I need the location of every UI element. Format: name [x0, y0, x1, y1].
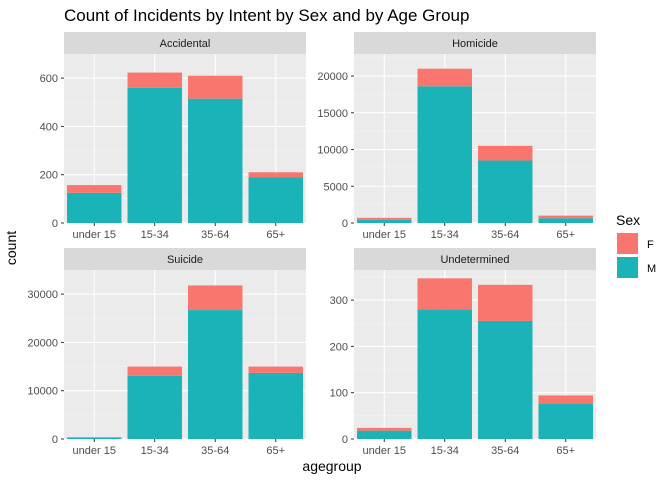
facet-strip	[64, 248, 306, 270]
y-tick-label: 0	[342, 434, 348, 446]
x-tick-label: under 15	[73, 445, 116, 457]
bar-f-15-34	[417, 68, 472, 87]
bar-m-65	[538, 403, 593, 439]
bar-m-under-15	[357, 219, 412, 223]
x-tick-label: 65+	[266, 445, 285, 457]
bar-m-65	[248, 177, 303, 223]
facet-strip	[354, 32, 596, 54]
x-tick-label: under 15	[363, 229, 406, 241]
legend-title: Sex	[616, 212, 640, 228]
x-tick-label: 35-64	[201, 229, 229, 241]
y-tick-label: 5000	[324, 181, 348, 193]
facet-strip	[354, 248, 596, 270]
bar-f-35-64	[478, 284, 533, 321]
bar-f-under-15	[67, 185, 122, 193]
y-tick-label: 20000	[27, 337, 58, 349]
bar-m-under-15	[357, 430, 412, 439]
panel-accidental: Accidental 0 200 400 600 under 15 15-34 35-64 65…	[40, 32, 306, 241]
bar-m-15-34	[127, 375, 182, 439]
legend-key-f	[617, 233, 638, 254]
facet-strip	[64, 32, 306, 54]
bar-f-under-15	[357, 427, 412, 431]
bar-f-65	[248, 366, 303, 373]
y-tick-label: 0	[52, 434, 58, 446]
x-tick-label: 65+	[266, 229, 285, 241]
x-tick-label: 15-34	[431, 229, 459, 241]
bar-f-35-64	[478, 145, 533, 161]
y-tick-label: 200	[40, 170, 58, 182]
facet-strip-label: Suicide	[167, 254, 203, 266]
bar-f-65	[248, 172, 303, 178]
y-axis-label: count	[3, 231, 19, 265]
bar-f-65	[538, 215, 593, 219]
bar-m-35-64	[478, 320, 533, 439]
bar-f-35-64	[188, 75, 243, 99]
x-tick-label: 65+	[556, 445, 575, 457]
y-tick-label: 10000	[27, 386, 58, 398]
legend: Sex F M	[616, 212, 656, 278]
bar-f-15-34	[127, 72, 182, 88]
legend-label-m: M	[647, 263, 656, 275]
panel-suicide: Suicide 0 10000 20000 30000 under 15 15-34 35-6…	[27, 248, 306, 457]
x-tick-label: 35-64	[491, 229, 519, 241]
x-tick-label: under 15	[73, 229, 116, 241]
facet-panels: Accidental 0 200 400 600 under 15 15-34 35-64 65…	[27, 32, 596, 457]
bar-f-under-15	[357, 217, 412, 220]
legend-key-m	[617, 257, 638, 278]
bar-m-65	[538, 218, 593, 223]
chart-title: Count of Incidents by Intent by Sex and …	[64, 6, 469, 25]
y-tick-label: 100	[330, 388, 348, 400]
y-tick-label: 200	[330, 341, 348, 353]
bar-f-15-34	[127, 366, 182, 376]
bar-m-15-34	[417, 86, 472, 223]
y-tick-label: 0	[52, 218, 58, 230]
bar-m-15-34	[127, 87, 182, 223]
y-tick-label: 400	[40, 121, 58, 133]
bar-m-under-15	[67, 192, 122, 223]
bar-m-35-64	[188, 310, 243, 439]
facet-strip-label: Accidental	[160, 38, 211, 50]
bar-f-15-34	[417, 278, 472, 310]
x-axis-label: agegroup	[302, 458, 361, 474]
bar-f-65	[538, 395, 593, 404]
bar-m-65	[248, 372, 303, 439]
y-tick-label: 300	[330, 295, 348, 307]
bar-m-under-15	[67, 437, 122, 439]
y-tick-label: 0	[342, 218, 348, 230]
x-tick-label: 15-34	[141, 229, 169, 241]
x-tick-label: 15-34	[431, 445, 459, 457]
x-tick-label: 65+	[556, 229, 575, 241]
panel-undetermined: Undetermined 0 100 200 300 under 15 15-34 35-64…	[330, 248, 596, 457]
facet-strip-label: Undetermined	[440, 254, 509, 266]
y-tick-label: 20000	[317, 71, 348, 83]
panel-background	[354, 54, 596, 223]
bar-m-35-64	[478, 160, 533, 223]
y-tick-label: 600	[40, 73, 58, 85]
y-tick-label: 30000	[27, 289, 58, 301]
bar-f-35-64	[188, 285, 243, 311]
legend-label-f: F	[647, 239, 654, 251]
y-tick-label: 10000	[317, 145, 348, 157]
x-tick-label: under 15	[363, 445, 406, 457]
bar-m-35-64	[188, 98, 243, 223]
x-tick-label: 15-34	[141, 445, 169, 457]
facet-strip-label: Homicide	[452, 38, 498, 50]
y-tick-label: 15000	[317, 108, 348, 120]
x-tick-label: 35-64	[491, 445, 519, 457]
x-tick-label: 35-64	[201, 445, 229, 457]
bar-m-15-34	[417, 309, 472, 439]
panel-homicide: Homicide 0 5000 10000 15000 20000 under 15 15-3…	[317, 32, 596, 241]
